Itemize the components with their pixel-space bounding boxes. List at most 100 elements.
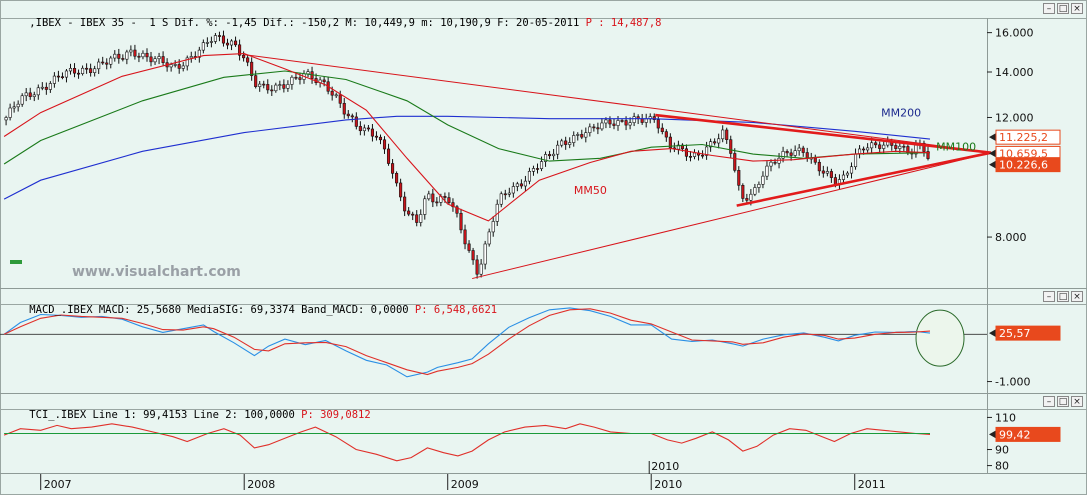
price-tag-1-arrow [989,133,996,142]
candle-body [298,77,302,80]
candle-body [238,44,242,56]
candle-body [366,127,370,130]
candle-body [44,86,48,90]
price-tag-3-arrow [989,160,996,169]
trendline-triangle-top [655,113,992,154]
price-panel-title: ,IBEX - IBEX 35 - 1 S Dif. %: -1,45 Dif.… [4,2,661,29]
candle-body [539,161,544,169]
tci-minimize-button[interactable]: – [1043,396,1055,407]
candle-body [278,84,282,86]
candle-body [358,126,362,132]
macd-highlight-circle [915,309,965,367]
tci-maximize-button[interactable]: □ [1057,396,1069,407]
tci-plot: 110 90 80 99,42 [3,411,1061,473]
price-window-buttons: – □ × [1043,3,1083,15]
candle-body [471,250,475,261]
candle-body [338,94,342,104]
price-tag-1-box [995,129,1061,145]
candle-body [455,206,459,214]
candle-body [459,212,463,231]
candle-body [902,145,906,148]
candle-body [922,142,926,152]
candle-body [342,102,346,115]
candle-body [443,196,447,198]
candle-body [825,171,829,174]
candle-body [286,84,290,89]
cursor-year-label: 2010 [651,460,679,473]
candle-body [705,146,709,156]
candle-body [773,161,777,164]
candle-body [564,140,568,145]
macd-close-button[interactable]: × [1071,291,1083,302]
candle-body [101,61,105,64]
macd-maximize-button[interactable]: □ [1057,291,1069,302]
candle-body [765,165,769,177]
candle-body [608,119,612,125]
tci-close-button[interactable]: × [1071,396,1083,407]
candle-body [463,229,467,245]
candle-body [40,86,44,89]
trendline-lower-support [472,152,992,280]
candle-body [93,68,97,73]
candle-body [258,83,262,87]
candle-body [862,148,866,151]
candle-body [568,142,572,145]
candle-body [242,54,246,59]
candle-body [415,214,419,223]
close-button[interactable]: × [1071,3,1083,14]
candle-body [97,61,101,70]
candle-body [322,79,326,83]
candle-body [733,153,737,171]
tci-panel-title: TCI_.IBEX Line 1: 99,4153 Line 2: 100,00… [4,394,370,421]
candle-body [725,129,729,140]
candle-body [584,132,588,138]
candle-body [399,182,403,198]
candle-body [28,92,32,97]
price-ytick-label: 8.000 [995,231,1027,244]
candle-body [833,177,837,185]
series-line-1 [3,423,931,462]
minimize-button[interactable]: – [1043,3,1055,14]
candle-body [81,67,85,74]
candle-body [781,151,785,159]
series-mediasig [3,308,931,376]
candle-body [552,153,556,157]
candle-body [870,142,874,149]
candle-body [572,135,576,143]
candle-body [741,185,745,199]
candle-body [515,183,519,187]
price-ytick-label: 12.000 [995,111,1034,124]
candle-body [8,107,12,118]
price-title-label: ,IBEX - IBEX 35 - 1 S Dif. %: -1,45 Dif.… [29,17,580,29]
candle-body [350,115,354,118]
candle-body [330,90,334,96]
maximize-button[interactable]: □ [1057,3,1069,14]
series-macd [3,307,931,378]
candle-body [749,193,753,201]
candle-body [290,76,294,85]
indicator-marker [10,260,22,264]
candle-body [431,193,435,203]
series-mediasig-tail [895,330,931,333]
candle-body [205,42,209,44]
candle-body [845,172,850,176]
macd-minimize-button[interactable]: – [1043,291,1055,302]
watermark: www.visualchart.com [72,264,241,280]
candle-body [523,180,527,187]
candle-body [403,196,407,212]
candle-body [125,51,129,60]
candle-body [24,92,28,97]
candle-body [483,243,487,265]
candle-body [197,49,201,58]
tci-ytick-label: 110 [995,411,1016,424]
candle-body [580,134,584,138]
candle-body [853,153,858,168]
candle-body [785,151,789,154]
price-tag-3-label: 10.226,6 [999,159,1048,172]
xtick-label: 2011 [858,478,886,491]
candle-body [374,135,379,138]
candle-body [556,144,560,155]
candle-body [507,192,511,195]
candle-body [878,144,882,149]
